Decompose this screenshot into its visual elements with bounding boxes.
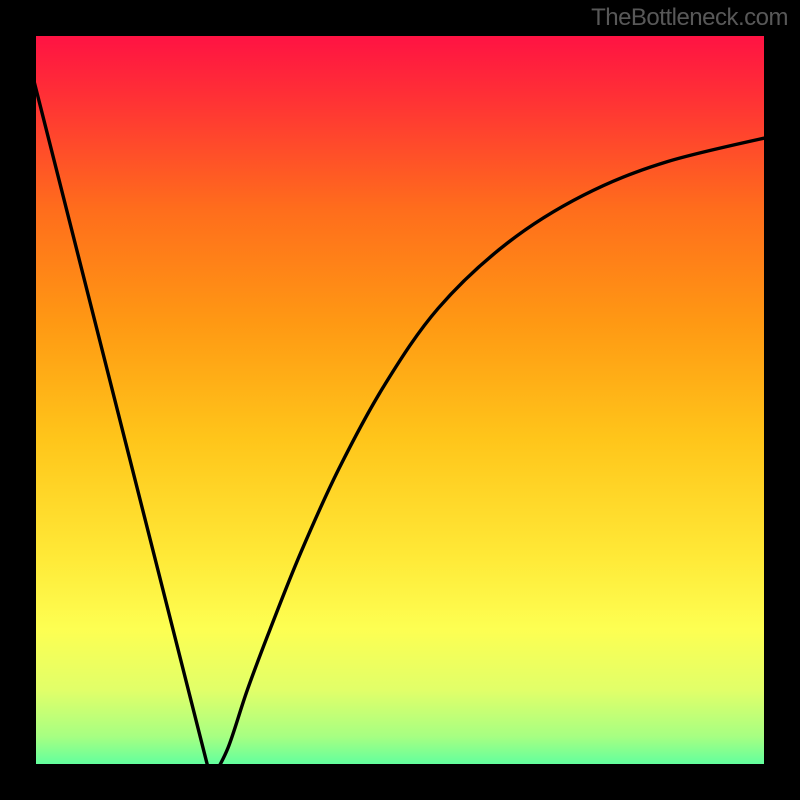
chart-container: TheBottleneck.com (0, 0, 800, 800)
watermark-text: TheBottleneck.com (591, 4, 788, 32)
plot-background (18, 18, 782, 782)
bottleneck-chart (0, 0, 800, 800)
